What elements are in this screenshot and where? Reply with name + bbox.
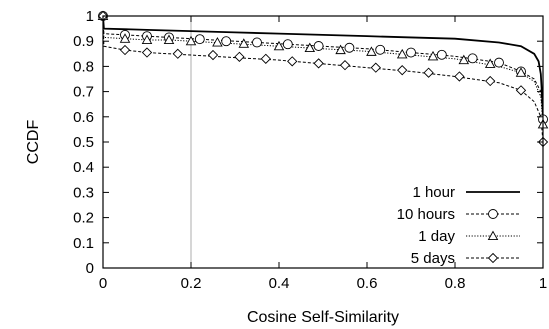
series-line-1 — [103, 16, 543, 120]
y-tick-label-10: 0.9 — [73, 33, 94, 50]
series-4-point-12 — [397, 65, 408, 76]
legend-marker-2 — [488, 209, 498, 219]
x-tick-label-1: 0 — [99, 275, 107, 292]
series-3-point-5 — [185, 35, 197, 46]
x-tick-label-6: 1 — [539, 275, 547, 292]
series-2-point-8 — [282, 39, 293, 50]
y-tick-label-8: 0.7 — [73, 84, 94, 101]
series-3-point-2 — [119, 33, 131, 43]
series-4-point-2 — [119, 44, 131, 56]
series-line-2 — [103, 16, 543, 120]
series-2-point-5 — [194, 34, 205, 45]
series-3-point-15 — [484, 58, 496, 68]
y-tick-label-1: 0 — [86, 260, 94, 277]
series-line-3 — [103, 16, 543, 125]
x-axis-label: Cosine Self-Similarity — [247, 309, 399, 326]
series-4-point-15 — [485, 75, 496, 87]
series-3-point-8 — [273, 40, 285, 51]
series-2-point-9 — [313, 41, 324, 51]
legend-marker-4 — [487, 252, 499, 264]
x-tick-label-2: 0.2 — [181, 275, 202, 292]
series-3-point-4 — [163, 34, 175, 44]
series-4-point-16 — [515, 85, 527, 96]
series-2-point-14 — [467, 53, 478, 64]
x-tick-label-3: 0.4 — [269, 275, 290, 292]
series-3-point-10 — [335, 44, 346, 55]
series-2-point-15 — [494, 57, 504, 68]
y-tick-label-7: 0.6 — [73, 109, 94, 126]
series-4-point-8 — [287, 56, 298, 67]
series-3-point-9 — [304, 42, 316, 53]
series-3-point-11 — [366, 46, 377, 56]
series-2-point-7 — [252, 37, 262, 48]
y-tick-label-4: 0.3 — [73, 184, 94, 201]
y-axis-label: CCDF — [25, 120, 42, 165]
series-4-point-5 — [207, 49, 219, 61]
series-3-point-7 — [238, 38, 250, 48]
series-4-point-6 — [234, 51, 245, 62]
series-3-point-13 — [427, 50, 439, 61]
legend: 1 hour 10 hours 1 day 5 days — [397, 184, 520, 267]
x-tick-label-4: 0.6 — [357, 275, 378, 292]
series-2-point-6 — [221, 36, 232, 47]
legend-label-3: 1 day — [418, 228, 455, 245]
series-4-point-7 — [260, 53, 271, 64]
series-4-point-14 — [454, 71, 465, 82]
y-tick-label-9: 0.8 — [73, 58, 94, 75]
legend-label-4: 5 days — [411, 250, 455, 267]
series-3-point-12 — [396, 48, 408, 59]
series-2-point-11 — [375, 44, 386, 55]
legend-label-1: 1 hour — [412, 184, 455, 201]
series-3-point-6 — [212, 37, 223, 47]
series-2-point-10 — [344, 42, 355, 53]
series-4-point-3 — [141, 47, 153, 58]
y-tick-label-5: 0.4 — [73, 159, 94, 176]
y-tick-label-3: 0.2 — [73, 210, 94, 227]
series-2-point-12 — [406, 47, 416, 58]
series-4-point-13 — [423, 67, 434, 78]
series-4-point-11 — [370, 62, 381, 73]
series-4-point-9 — [313, 58, 324, 69]
legend-marker-3 — [487, 230, 499, 241]
y-tick-label-11: 1 — [86, 8, 94, 25]
series-3-point-16 — [515, 67, 527, 77]
y-tick-label-2: 0.1 — [73, 235, 94, 252]
y-tick-label-6: 0.5 — [73, 134, 94, 151]
legend-label-2: 10 hours — [397, 206, 455, 223]
series-3-point-3 — [141, 34, 153, 44]
x-tick-label-5: 0.8 — [445, 275, 466, 292]
series-4-point-10 — [339, 60, 351, 71]
series-2-point-13 — [436, 49, 447, 60]
series-3-point-14 — [458, 54, 470, 65]
series-4-point-4 — [172, 48, 183, 59]
